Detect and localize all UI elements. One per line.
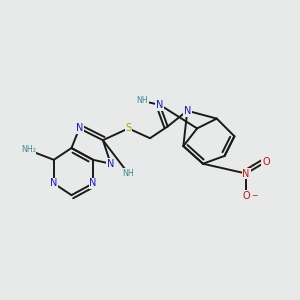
Text: NH: NH [136, 96, 148, 105]
Text: N: N [76, 123, 83, 134]
Text: N: N [50, 178, 58, 188]
Text: +: + [248, 164, 253, 169]
Text: S: S [125, 123, 131, 134]
Text: NH: NH [122, 169, 134, 178]
Text: O: O [242, 191, 250, 201]
Text: N: N [242, 169, 250, 178]
Text: −: − [251, 191, 257, 200]
Text: N: N [107, 159, 114, 169]
Text: N: N [89, 178, 97, 188]
Text: O: O [262, 157, 270, 167]
Text: N: N [184, 106, 191, 116]
Text: NH₂: NH₂ [21, 146, 36, 154]
Text: N: N [156, 100, 164, 110]
